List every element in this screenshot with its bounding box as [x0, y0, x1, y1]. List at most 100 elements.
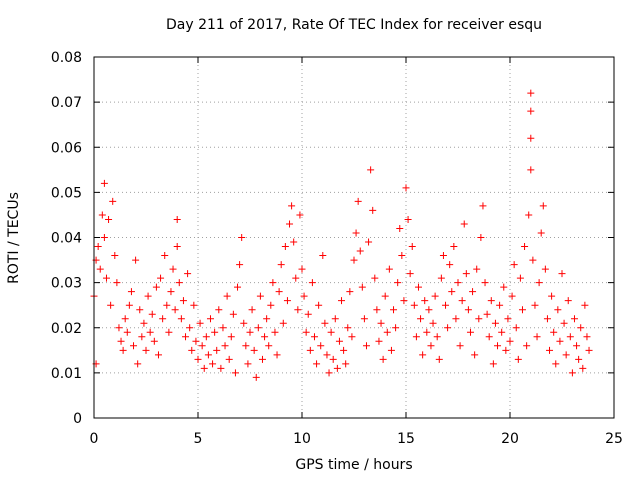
- data-point: [132, 256, 140, 264]
- data-point: [323, 351, 331, 359]
- data-point: [365, 238, 373, 246]
- data-point: [448, 288, 456, 296]
- data-point: [240, 319, 248, 327]
- data-point: [516, 274, 524, 282]
- data-point: [288, 202, 296, 210]
- data-point: [481, 279, 489, 287]
- data-point: [192, 337, 200, 345]
- data-point: [279, 319, 287, 327]
- data-point: [564, 297, 572, 305]
- data-point: [123, 328, 131, 336]
- data-point: [487, 297, 495, 305]
- data-point: [219, 324, 227, 332]
- data-point: [165, 328, 173, 336]
- data-point: [396, 224, 404, 232]
- data-point: [367, 166, 375, 174]
- data-point: [558, 270, 566, 278]
- data-point: [537, 229, 545, 237]
- data-point: [125, 301, 133, 309]
- data-point: [298, 265, 306, 273]
- data-point: [541, 265, 549, 273]
- data-point: [546, 346, 554, 354]
- data-point: [554, 306, 562, 314]
- y-tick-label: 0.03: [51, 276, 82, 292]
- data-point: [527, 107, 535, 115]
- data-point: [115, 324, 123, 332]
- data-point: [466, 328, 474, 336]
- data-point: [275, 288, 283, 296]
- y-tick-label: 0.02: [51, 321, 82, 337]
- data-point: [456, 342, 464, 350]
- data-point: [508, 292, 516, 300]
- data-point: [234, 283, 242, 291]
- data-point: [261, 333, 269, 341]
- data-point: [127, 288, 135, 296]
- y-axis-label: ROTI / TECUs: [6, 192, 22, 284]
- data-point: [381, 292, 389, 300]
- data-point: [454, 279, 462, 287]
- data-point: [134, 360, 142, 368]
- data-point: [107, 301, 115, 309]
- data-point: [514, 355, 522, 363]
- data-point: [190, 301, 198, 309]
- x-tick-label: 0: [90, 431, 99, 447]
- data-point: [265, 342, 273, 350]
- data-point: [121, 315, 129, 323]
- data-point: [329, 355, 337, 363]
- data-point: [433, 333, 441, 341]
- data-point: [579, 364, 587, 372]
- data-point: [529, 256, 537, 264]
- y-tick-labels: 0 0.01 0.02 0.03 0.04 0.05 0.06 0.07 0.08: [51, 50, 82, 427]
- data-point: [348, 333, 356, 341]
- data-point: [383, 328, 391, 336]
- data-point: [286, 220, 294, 228]
- data-point: [154, 351, 162, 359]
- data-point: [184, 270, 192, 278]
- data-point: [462, 270, 470, 278]
- data-point: [485, 333, 493, 341]
- data-point: [204, 351, 212, 359]
- data-point: [317, 342, 325, 350]
- data-point: [523, 342, 531, 350]
- x-tick-label: 10: [293, 431, 311, 447]
- data-point: [130, 342, 138, 350]
- data-point: [346, 288, 354, 296]
- data-point: [292, 274, 300, 282]
- y-tick-label: 0.06: [51, 140, 82, 156]
- data-point: [182, 333, 190, 341]
- data-point: [452, 315, 460, 323]
- data-point: [136, 306, 144, 314]
- data-point: [479, 202, 487, 210]
- data-point: [244, 360, 252, 368]
- data-point: [302, 328, 310, 336]
- data-point: [473, 265, 481, 273]
- data-point: [556, 337, 564, 345]
- data-point: [412, 333, 420, 341]
- data-point: [464, 306, 472, 314]
- data-point: [319, 252, 327, 260]
- x-tick-label: 15: [397, 431, 415, 447]
- data-point: [385, 265, 393, 273]
- data-point: [113, 279, 121, 287]
- data-point: [169, 265, 177, 273]
- data-point: [304, 310, 312, 318]
- data-point: [354, 197, 362, 205]
- data-point: [105, 215, 113, 223]
- x-tick-label: 5: [194, 431, 203, 447]
- y-tick-label: 0.07: [51, 95, 82, 111]
- data-point: [225, 355, 233, 363]
- data-point: [442, 301, 450, 309]
- data-point: [460, 220, 468, 228]
- data-point: [252, 373, 260, 381]
- data-point: [394, 279, 402, 287]
- data-point: [535, 279, 543, 287]
- x-tick-label: 20: [501, 431, 519, 447]
- data-point: [425, 306, 433, 314]
- data-point: [494, 342, 502, 350]
- data-point: [146, 328, 154, 336]
- data-point: [238, 234, 246, 241]
- data-point: [504, 315, 512, 323]
- y-tick-label: 0: [73, 411, 82, 427]
- data-point: [331, 315, 339, 323]
- data-point: [161, 252, 169, 260]
